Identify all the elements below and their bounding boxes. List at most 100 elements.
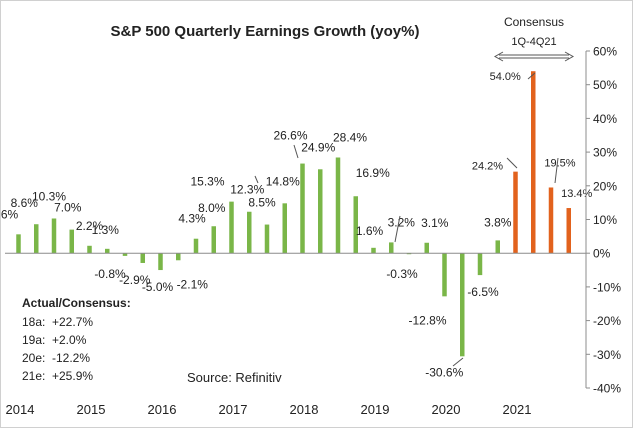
data-label: -30.6% <box>425 365 463 379</box>
bar-actual <box>389 242 394 254</box>
label-leader <box>293 144 299 159</box>
data-label: 10.3% <box>32 189 66 203</box>
bar-actual <box>247 211 252 254</box>
data-label: 2.2% <box>76 219 104 233</box>
data-label: 15.3% <box>190 175 224 189</box>
bar-consensus <box>531 71 536 254</box>
consensus-annotation: Consensus 1Q-4Q21 <box>493 15 575 62</box>
data-label: -5.0% <box>142 280 174 294</box>
bars-layer <box>16 71 571 357</box>
data-label: 3.1% <box>421 216 449 230</box>
y-tick-label: -40% <box>593 382 621 396</box>
data-labels-layer: 5.6%8.6%10.3%7.0% 2.2%1.3% -0.8%-2.9%-5.0%… <box>0 71 593 379</box>
x-tick-label: 2014 <box>6 402 35 417</box>
summary-row-label: 21e: <box>22 369 45 383</box>
summary-row-value: +25.9% <box>52 369 93 383</box>
label-leader <box>554 157 559 184</box>
bar-actual <box>424 242 429 254</box>
data-label: -0.8% <box>94 267 126 281</box>
bar-consensus <box>566 208 571 254</box>
summary-row-value: -12.2% <box>52 351 90 365</box>
y-tick-label: -10% <box>593 280 621 294</box>
data-label: 19.5% <box>544 157 575 169</box>
bar-actual <box>300 163 305 254</box>
data-label: 1.3% <box>92 223 120 237</box>
data-label: 3.2% <box>388 215 416 229</box>
bar-actual <box>16 234 21 254</box>
data-label: -2.1% <box>177 277 209 291</box>
data-label: 13.4% <box>561 188 592 200</box>
data-label: -6.5% <box>467 285 499 299</box>
x-tick-label: 2021 <box>503 402 532 417</box>
bar-actual <box>87 245 92 254</box>
data-label: -12.8% <box>408 313 446 327</box>
bar-actual <box>353 196 358 254</box>
data-label: 4.3% <box>178 212 206 226</box>
summary-row-label: 19a: <box>22 333 45 347</box>
data-label: -0.3% <box>386 267 418 281</box>
x-axis: 2014 2015 2016 2017 2018 2019 2020 2021 <box>5 252 586 417</box>
bar-actual <box>34 224 39 254</box>
bar-actual <box>495 240 500 254</box>
summary-row-label: 20e: <box>22 351 45 365</box>
bar-consensus <box>548 187 554 254</box>
summary-row-label: 18a: <box>22 315 45 329</box>
y-tick-label: 60% <box>593 45 617 59</box>
y-tick-label: 0% <box>593 247 611 261</box>
data-label: 12.3% <box>230 183 264 197</box>
summary-box: Actual/Consensus: 18a: +22.7% 19a: +2.0% 20e… <box>22 296 131 383</box>
y-tick-label: -20% <box>593 314 621 328</box>
data-label: 3.8% <box>484 215 512 229</box>
y-tick-label: 10% <box>593 213 617 227</box>
bar-actual <box>122 253 128 256</box>
label-leader <box>527 72 536 80</box>
y-tick-label: 20% <box>593 179 617 193</box>
bar-consensus <box>513 171 518 254</box>
data-label: 24.2% <box>472 161 503 173</box>
data-label: 28.4% <box>333 130 367 144</box>
bar-actual <box>211 226 216 254</box>
data-label: 5.6% <box>0 207 19 221</box>
bar-actual <box>318 169 323 254</box>
y-tick-label: 50% <box>593 78 617 92</box>
bar-actual <box>264 224 270 254</box>
bar-actual <box>69 229 74 254</box>
data-label: 54.0% <box>490 71 521 83</box>
data-label: 8.5% <box>248 196 276 210</box>
bar-actual <box>335 157 341 254</box>
data-label: -2.9% <box>119 273 151 287</box>
x-tick-label: 2016 <box>148 402 177 417</box>
chart-title: S&P 500 Quarterly Earnings Growth (yoy%) <box>111 23 420 40</box>
bar-actual <box>51 218 57 254</box>
bar-actual <box>229 201 234 254</box>
consensus-title: Consensus <box>504 15 564 29</box>
label-leader <box>506 157 518 169</box>
bar-actual <box>140 253 145 263</box>
bar-actual <box>406 253 412 255</box>
bar-actual <box>477 253 483 276</box>
x-tick-label: 2018 <box>290 402 319 417</box>
bar-actual <box>460 253 465 357</box>
label-leader <box>394 215 401 243</box>
data-label: 8.6% <box>11 196 39 210</box>
y-axis: -40% -30% -20% -10% 0% 10% 20% 30% 40% 50% 60% <box>585 45 621 396</box>
bar-actual <box>442 253 447 297</box>
label-leader <box>452 357 464 367</box>
bar-actual <box>176 253 181 261</box>
data-label: 26.6% <box>273 129 307 143</box>
data-label: 16.9% <box>356 166 390 180</box>
bar-actual <box>371 247 376 254</box>
data-label: 1.6% <box>356 224 384 238</box>
label-leader <box>254 175 259 184</box>
y-tick-label: -30% <box>593 348 621 362</box>
data-label: 8.0% <box>198 201 226 215</box>
summary-row-value: +22.7% <box>52 315 93 329</box>
x-tick-label: 2015 <box>77 402 106 417</box>
bar-actual <box>193 238 199 254</box>
summary-heading: Actual/Consensus: <box>22 296 131 310</box>
bar-actual <box>282 203 287 254</box>
x-tick-label: 2017 <box>219 402 248 417</box>
